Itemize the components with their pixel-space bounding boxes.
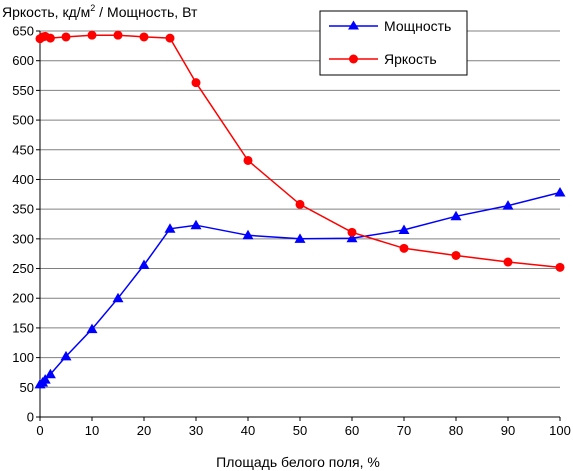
- y-axis-title-suffix: / Мощность, Вт: [95, 4, 198, 20]
- y-axis-title-prefix: Яркость, кд/м: [2, 4, 90, 20]
- legend-box: [319, 10, 468, 76]
- data-point-circle: [243, 155, 253, 165]
- data-point-triangle: [60, 350, 72, 361]
- x-tick-label: 30: [189, 423, 203, 438]
- data-point-circle: [347, 227, 357, 237]
- y-tick-label: 50: [20, 380, 34, 395]
- y-tick-label: 250: [12, 261, 34, 276]
- y-tick-label: 300: [12, 231, 34, 246]
- data-point-triangle: [242, 229, 254, 240]
- data-point-triangle: [44, 368, 56, 379]
- x-tick-label: 10: [85, 423, 99, 438]
- data-point-circle: [139, 32, 149, 42]
- data-point-circle: [555, 262, 565, 272]
- y-axis-title: Яркость, кд/м2 / Мощность, Вт: [2, 3, 198, 20]
- data-point-triangle: [39, 374, 51, 384]
- x-tick-label: 20: [137, 423, 151, 438]
- x-tick-label: 70: [397, 423, 411, 438]
- data-point-circle: [191, 78, 201, 88]
- x-tick-label: 50: [293, 423, 307, 438]
- y-tick-label: 600: [12, 53, 34, 68]
- data-point-triangle: [86, 323, 98, 334]
- data-point-triangle: [554, 187, 566, 197]
- data-point-circle: [295, 199, 305, 209]
- x-axis-tick-labels: 0 10 20 30 40 50 60 70 80 90 100: [36, 417, 571, 438]
- series-layer: [34, 30, 566, 389]
- legend-marker-power: [348, 20, 359, 30]
- x-tick-label: 40: [241, 423, 255, 438]
- x-axis-title: Площадь белого поля, %: [216, 454, 380, 470]
- data-point-circle: [399, 243, 409, 253]
- data-point-circle: [87, 30, 97, 40]
- series-brightness: [35, 30, 565, 272]
- y-tick-label: 400: [12, 172, 34, 187]
- data-point-triangle: [450, 210, 462, 221]
- x-tick-label: 100: [549, 423, 571, 438]
- y-tick-label: 500: [12, 113, 34, 128]
- legend: Мощность Яркость: [319, 10, 468, 76]
- y-tick-label: 150: [12, 320, 34, 335]
- data-point-circle: [503, 257, 513, 267]
- data-point-circle: [61, 32, 71, 42]
- y-tick-label: 350: [12, 202, 34, 217]
- y-tick-label: 0: [27, 410, 34, 425]
- data-point-triangle: [346, 232, 358, 243]
- data-point-triangle: [138, 259, 150, 269]
- legend-label-power: Мощность: [384, 18, 451, 34]
- data-point-triangle: [190, 219, 202, 230]
- data-point-triangle: [164, 223, 176, 233]
- x-tick-label: 90: [501, 423, 515, 438]
- y-axis-title-superscript: 2: [90, 3, 95, 13]
- series-power: [34, 187, 566, 389]
- data-point-circle: [451, 250, 461, 260]
- y-tick-label: 200: [12, 291, 34, 306]
- x-tick-label: 80: [449, 423, 463, 438]
- data-point-triangle: [398, 224, 410, 234]
- legend-marker-brightness: [349, 54, 358, 64]
- y-tick-label: 450: [12, 142, 34, 157]
- y-tick-label: 650: [12, 24, 34, 39]
- data-point-triangle: [112, 292, 124, 303]
- data-point-circle: [45, 33, 55, 43]
- legend-label-brightness: Яркость: [384, 51, 437, 67]
- x-tick-label: 0: [36, 423, 43, 438]
- data-point-triangle: [502, 200, 514, 210]
- data-point-triangle: [294, 233, 306, 243]
- y-tick-label: 550: [12, 83, 34, 98]
- data-point-circle: [165, 33, 175, 43]
- y-axis-tick-labels: 0 50 100 150 200 250 300 350 400 450 500 550 600 650: [12, 24, 40, 425]
- data-point-circle: [113, 30, 123, 40]
- y-tick-label: 100: [12, 350, 34, 365]
- x-tick-label: 60: [345, 423, 359, 438]
